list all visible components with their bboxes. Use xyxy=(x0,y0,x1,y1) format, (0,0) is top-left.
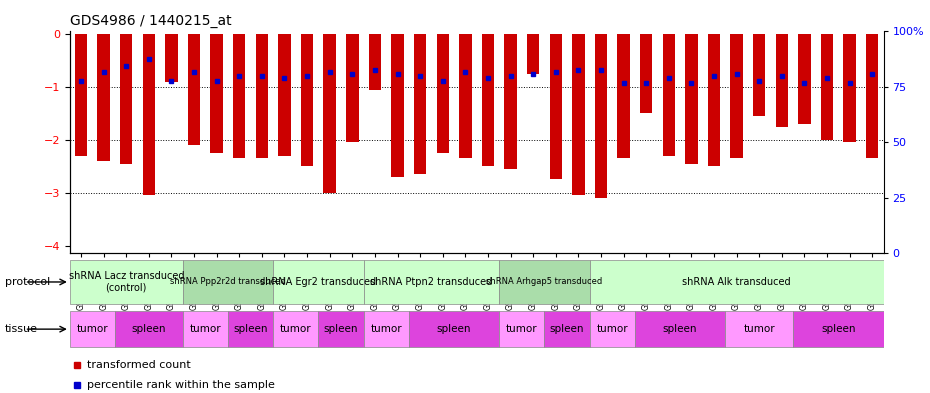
Bar xyxy=(278,34,291,156)
Bar xyxy=(364,311,409,347)
Bar xyxy=(459,34,472,158)
Bar xyxy=(324,34,336,193)
Text: spleen: spleen xyxy=(132,324,166,334)
Bar xyxy=(662,34,675,156)
Text: spleen: spleen xyxy=(550,324,584,334)
Text: spleen: spleen xyxy=(821,324,856,334)
Text: shRNA Lacz transduced
(control): shRNA Lacz transduced (control) xyxy=(69,271,184,293)
Bar xyxy=(640,34,652,114)
Bar xyxy=(115,311,183,347)
Text: GDS4986 / 1440215_at: GDS4986 / 1440215_at xyxy=(70,14,232,28)
Bar xyxy=(409,311,499,347)
Text: spleen: spleen xyxy=(663,324,698,334)
Text: protocol: protocol xyxy=(5,277,50,287)
Bar xyxy=(183,311,228,347)
Bar xyxy=(594,34,607,198)
Bar xyxy=(590,311,635,347)
Bar xyxy=(821,34,833,140)
Bar xyxy=(482,34,494,166)
Bar xyxy=(98,34,110,161)
Bar xyxy=(572,34,585,195)
Text: tumor: tumor xyxy=(506,324,538,334)
Bar xyxy=(527,34,539,74)
Text: spleen: spleen xyxy=(324,324,358,334)
Bar xyxy=(142,34,155,195)
Bar xyxy=(793,311,884,347)
Bar xyxy=(233,34,246,158)
Bar xyxy=(866,34,879,158)
Bar xyxy=(273,260,364,304)
Text: spleen: spleen xyxy=(437,324,472,334)
Bar xyxy=(685,34,698,163)
Bar xyxy=(414,34,426,174)
Bar xyxy=(183,260,273,304)
Bar xyxy=(392,34,404,177)
Bar xyxy=(436,34,449,153)
Bar xyxy=(301,34,313,166)
Text: tumor: tumor xyxy=(596,324,628,334)
Bar xyxy=(70,311,115,347)
Bar xyxy=(210,34,223,153)
Bar xyxy=(776,34,788,127)
Text: spleen: spleen xyxy=(233,324,268,334)
Bar xyxy=(346,34,359,143)
Bar xyxy=(618,34,630,158)
Bar xyxy=(499,260,590,304)
Text: tumor: tumor xyxy=(190,324,221,334)
Bar xyxy=(725,311,793,347)
Bar xyxy=(708,34,720,166)
Bar xyxy=(318,311,364,347)
Bar xyxy=(256,34,268,158)
Bar xyxy=(504,34,517,169)
Bar xyxy=(730,34,743,158)
Bar xyxy=(499,311,544,347)
Bar xyxy=(635,311,725,347)
Text: tissue: tissue xyxy=(5,324,37,334)
Text: shRNA Alk transduced: shRNA Alk transduced xyxy=(683,277,790,287)
Bar xyxy=(844,34,856,143)
Text: shRNA Ppp2r2d transduced: shRNA Ppp2r2d transduced xyxy=(170,277,286,286)
Text: tumor: tumor xyxy=(280,324,312,334)
Bar xyxy=(753,34,765,116)
Text: tumor: tumor xyxy=(743,324,775,334)
Bar xyxy=(188,34,200,145)
Text: tumor: tumor xyxy=(370,324,402,334)
Bar xyxy=(590,260,884,304)
Bar xyxy=(273,311,318,347)
Text: percentile rank within the sample: percentile rank within the sample xyxy=(87,380,275,390)
Text: shRNA Ptpn2 transduced: shRNA Ptpn2 transduced xyxy=(370,277,493,287)
Bar xyxy=(364,260,499,304)
Bar xyxy=(550,34,562,180)
Bar xyxy=(70,260,183,304)
Bar xyxy=(166,34,178,82)
Text: transformed count: transformed count xyxy=(87,360,192,371)
Bar xyxy=(120,34,132,163)
Bar xyxy=(228,311,273,347)
Text: shRNA Egr2 transduced: shRNA Egr2 transduced xyxy=(260,277,377,287)
Bar xyxy=(368,34,381,90)
Bar xyxy=(798,34,811,124)
Text: shRNA Arhgap5 transduced: shRNA Arhgap5 transduced xyxy=(486,277,603,286)
Bar xyxy=(74,34,87,156)
Bar xyxy=(544,311,590,347)
Text: tumor: tumor xyxy=(76,324,108,334)
